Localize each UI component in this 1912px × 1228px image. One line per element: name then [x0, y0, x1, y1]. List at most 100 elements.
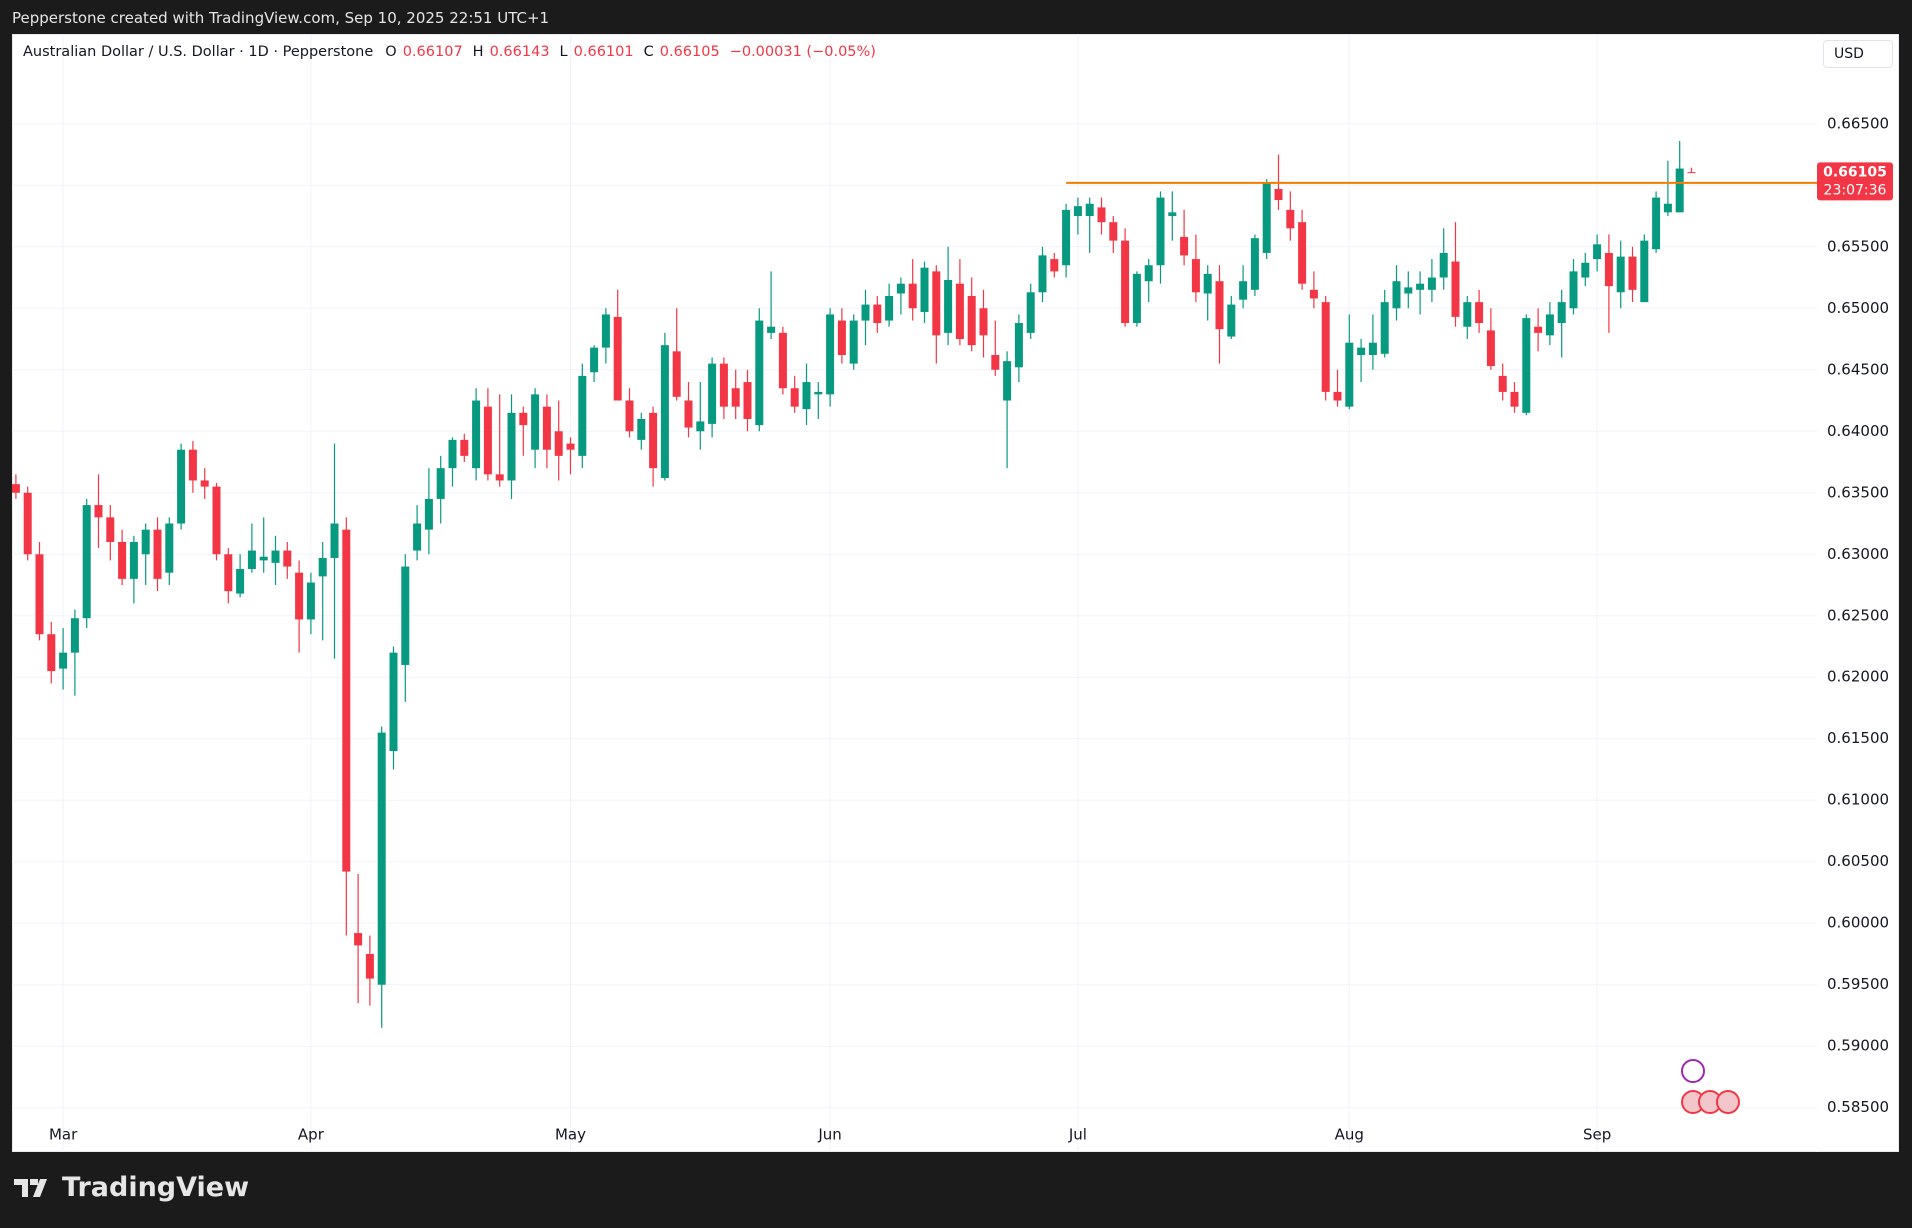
- y-tick-label: 0.61000: [1827, 791, 1889, 809]
- candle-body: [1345, 342, 1354, 407]
- source-line: Pepperstone created with TradingView.com…: [12, 9, 550, 27]
- candle-body: [649, 412, 658, 469]
- candle-body: [1191, 259, 1200, 293]
- candle-body: [531, 394, 540, 450]
- candle-body: [1581, 262, 1590, 278]
- candle-body: [1298, 222, 1307, 284]
- candle-body: [1475, 302, 1484, 324]
- candle-body: [365, 953, 374, 979]
- candle-body: [342, 529, 351, 872]
- candle-body: [542, 406, 551, 450]
- candle-body: [236, 569, 245, 594]
- candle-body: [436, 468, 445, 499]
- candle-body: [212, 486, 221, 555]
- brand-name: TradingView: [62, 1172, 250, 1203]
- candle-body: [448, 439, 457, 469]
- candle-body: [1392, 281, 1401, 309]
- ohlc-label: H: [472, 44, 484, 60]
- candle-body: [70, 618, 79, 653]
- candle-body: [141, 529, 150, 555]
- candle-body: [802, 382, 811, 410]
- candle-body: [1569, 271, 1578, 309]
- candle-body: [413, 523, 422, 551]
- candle-body: [1085, 203, 1094, 217]
- candle-body: [908, 283, 917, 309]
- candle-body: [578, 375, 587, 456]
- ohlc-value: 0.66143: [489, 44, 550, 60]
- currency-button[interactable]: USD: [1823, 40, 1893, 68]
- chart-frame: [12, 34, 1899, 1152]
- candle-body: [295, 572, 304, 620]
- y-tick-label: 0.64500: [1827, 360, 1889, 378]
- ohlc-value: 0.66105: [659, 44, 720, 60]
- candle-body: [967, 295, 976, 346]
- candle-body: [94, 505, 103, 518]
- candle-body: [1109, 222, 1118, 241]
- candle-body: [1439, 252, 1448, 278]
- candle-body: [1156, 197, 1165, 266]
- candle-body: [885, 295, 894, 321]
- event-icons: [1681, 1059, 1740, 1114]
- candle-body: [778, 332, 787, 389]
- y-tick-label: 0.65500: [1827, 237, 1889, 255]
- candle-body: [271, 550, 280, 563]
- candle-body: [991, 355, 1000, 370]
- flag-icon: [1716, 1090, 1740, 1114]
- candle-body: [1132, 273, 1141, 324]
- event-icon: [1681, 1059, 1705, 1083]
- candle-body: [1498, 375, 1507, 392]
- candle-body: [318, 557, 327, 577]
- candle-body: [849, 320, 858, 364]
- candle-body: [1510, 391, 1519, 407]
- y-tick-label: 0.66500: [1827, 114, 1889, 132]
- candle-body: [1274, 188, 1283, 201]
- candle-body: [424, 498, 433, 530]
- candle-body: [708, 363, 717, 424]
- candle-body: [495, 474, 504, 481]
- y-tick-label: 0.60500: [1827, 852, 1889, 870]
- candle-body: [118, 541, 127, 579]
- candle-body: [696, 421, 705, 432]
- candle-body: [1486, 330, 1495, 367]
- candle-body: [200, 480, 209, 487]
- candle-body: [1215, 281, 1224, 330]
- last-price: 0.66105: [1823, 164, 1887, 180]
- candle-body: [814, 391, 823, 395]
- candle-body: [1180, 236, 1189, 256]
- candle-body: [389, 652, 398, 752]
- y-tick-label: 0.59500: [1827, 975, 1889, 993]
- price-label-box: [1817, 162, 1893, 201]
- candle-body: [177, 449, 186, 524]
- candle-body: [1522, 318, 1531, 413]
- candle-body: [1250, 238, 1259, 290]
- candle-body: [1652, 197, 1661, 250]
- candle-body: [554, 431, 563, 456]
- candle-body: [1380, 302, 1389, 354]
- candle-body: [106, 517, 115, 542]
- y-tick-label: 0.63500: [1827, 483, 1889, 501]
- candle-body: [259, 556, 268, 561]
- candle-body: [1073, 206, 1082, 217]
- candle-body: [23, 492, 32, 555]
- candle-body: [672, 351, 681, 397]
- candle-body: [1616, 256, 1625, 293]
- candle-body: [1675, 168, 1684, 213]
- candle-body: [1309, 289, 1318, 299]
- ohlc-label: O: [385, 44, 397, 60]
- candle-body: [12, 484, 20, 493]
- ohlc-label: L: [559, 44, 568, 60]
- candle-body: [1144, 265, 1153, 282]
- change: −0.00031 (−0.05%): [729, 44, 876, 60]
- ohlc-label: C: [643, 44, 654, 60]
- candle-body: [660, 345, 669, 479]
- candle-body: [1451, 261, 1460, 317]
- candle-body: [1640, 240, 1649, 303]
- candle-body: [955, 283, 964, 340]
- candle-body: [826, 314, 835, 395]
- candle-body: [1687, 172, 1696, 174]
- x-tick-label: Sep: [1583, 1126, 1611, 1144]
- candle-body: [1321, 302, 1330, 392]
- brand-logo: [14, 1178, 47, 1197]
- candle-body: [1368, 342, 1377, 356]
